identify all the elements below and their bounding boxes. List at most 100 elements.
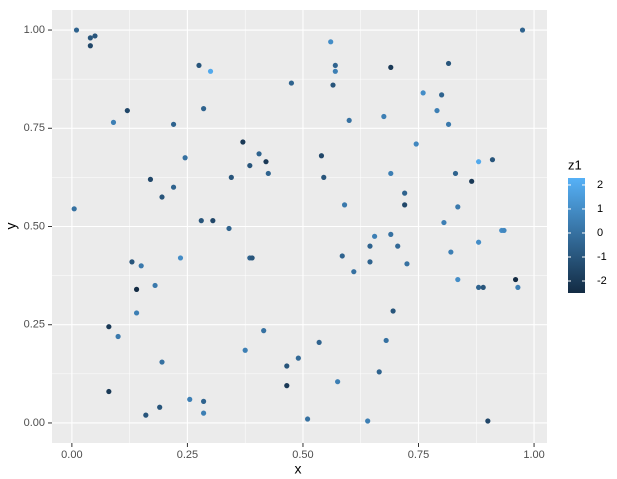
- point: [402, 202, 408, 208]
- point: [321, 174, 327, 180]
- point: [402, 190, 408, 196]
- point: [73, 27, 80, 33]
- point: [383, 337, 389, 344]
- point: [210, 218, 216, 224]
- point: [304, 416, 311, 422]
- point: [265, 170, 271, 177]
- x-tick-label: 0.00: [61, 449, 82, 461]
- point: [489, 157, 496, 163]
- point: [475, 284, 482, 291]
- y-tick-label: 0.75: [24, 122, 45, 134]
- point: [381, 113, 387, 120]
- point: [200, 106, 207, 112]
- point: [445, 60, 452, 67]
- x-tick-label: 0.50: [292, 449, 313, 461]
- point: [228, 174, 234, 180]
- y-tick-label: 0.50: [24, 220, 45, 232]
- point: [133, 310, 140, 316]
- point: [261, 328, 267, 334]
- point: [110, 119, 117, 125]
- point: [485, 418, 491, 424]
- point: [106, 388, 112, 395]
- point: [404, 261, 410, 267]
- point: [284, 383, 290, 389]
- point: [501, 227, 507, 234]
- point: [242, 347, 248, 353]
- point: [395, 243, 401, 249]
- point: [339, 253, 345, 259]
- point: [170, 121, 177, 127]
- y-tick-label: 0.00: [24, 417, 45, 429]
- point: [441, 219, 447, 226]
- x-tick-label: 0.75: [408, 449, 429, 461]
- x-tick-label: 1.00: [523, 449, 544, 461]
- point: [351, 269, 357, 275]
- point: [376, 369, 382, 375]
- point: [147, 176, 154, 182]
- y-axis-label: y: [3, 223, 19, 230]
- point: [87, 35, 93, 41]
- point: [365, 418, 371, 424]
- point: [512, 276, 519, 283]
- point: [346, 117, 352, 124]
- point: [247, 162, 253, 169]
- colorbar-label: 0: [597, 227, 603, 239]
- point: [187, 396, 193, 402]
- point: [367, 243, 373, 249]
- point: [71, 206, 77, 212]
- point: [318, 153, 325, 159]
- point: [263, 159, 269, 165]
- point: [124, 107, 130, 114]
- point: [480, 284, 486, 291]
- point: [367, 259, 373, 265]
- point: [295, 355, 301, 361]
- point: [138, 263, 144, 269]
- point: [256, 151, 262, 157]
- point: [207, 68, 214, 74]
- point: [332, 62, 338, 69]
- point: [200, 398, 207, 404]
- legend-title: z1: [568, 157, 582, 172]
- point: [434, 107, 440, 114]
- point: [92, 33, 98, 39]
- point: [226, 225, 232, 232]
- colorbar: [568, 178, 585, 293]
- point: [439, 92, 445, 98]
- point: [284, 363, 290, 369]
- point: [288, 80, 295, 86]
- point: [390, 308, 396, 314]
- point: [420, 90, 426, 96]
- point: [445, 121, 452, 127]
- point: [159, 359, 165, 365]
- point: [198, 218, 204, 224]
- point: [388, 231, 394, 237]
- point: [413, 141, 419, 147]
- point: [335, 379, 341, 385]
- colorbar-label: -2: [597, 275, 607, 287]
- point: [469, 178, 475, 184]
- point: [157, 404, 163, 410]
- point: [249, 255, 255, 261]
- point: [328, 39, 334, 45]
- point: [115, 333, 121, 340]
- colorbar-label: 1: [597, 203, 603, 215]
- point: [106, 324, 112, 330]
- colorbar-label: -1: [597, 251, 607, 263]
- point: [177, 255, 184, 261]
- point: [519, 27, 526, 33]
- point: [87, 43, 93, 49]
- point: [388, 64, 394, 70]
- point: [196, 62, 202, 69]
- point: [133, 286, 140, 292]
- x-tick-label: 0.25: [177, 449, 198, 461]
- point: [200, 410, 207, 416]
- point: [452, 170, 459, 177]
- point: [143, 412, 149, 418]
- point: [515, 284, 521, 291]
- point: [182, 155, 188, 161]
- point: [341, 202, 348, 208]
- point: [240, 139, 246, 145]
- y-tick-label: 1.00: [24, 24, 45, 36]
- y-tick-label: 0.25: [24, 319, 45, 331]
